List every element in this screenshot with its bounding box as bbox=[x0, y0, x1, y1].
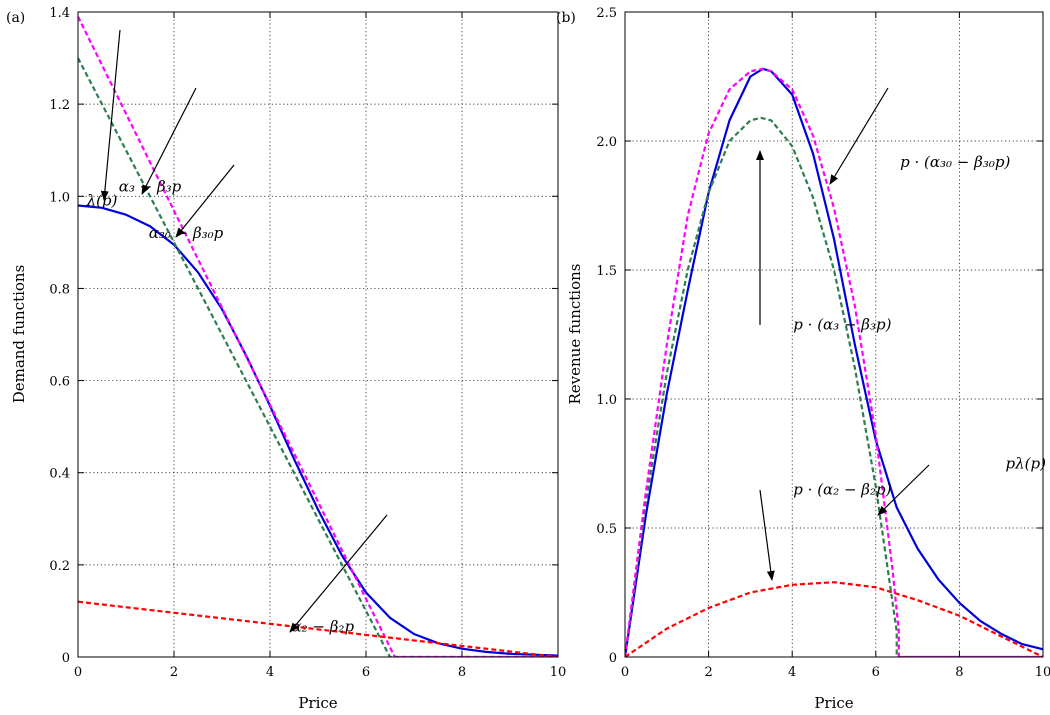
panel-a-y-tick-label: 1.4 bbox=[49, 6, 70, 21]
panel-a-annotation-label: λ(p) bbox=[86, 192, 118, 210]
panel-a-x-tick-label: 6 bbox=[362, 665, 370, 680]
panel-b-y-ticks: 0 0.5 1.0 1.5 2.0 2.5 bbox=[596, 6, 1043, 666]
panel-b-annotation-label: p · (α₃₀ − β₃₀p) bbox=[900, 153, 1010, 171]
panel-a-plot-frame bbox=[77, 11, 559, 658]
panel-a-series-p-line bbox=[78, 204, 558, 657]
panel-a-series-2-2p-line bbox=[78, 600, 558, 657]
panel-b-annotation-label: pλ(p) bbox=[1006, 455, 1047, 473]
panel-a-annotation-label: α₃₀ − β₃₀p bbox=[149, 224, 224, 242]
panel-b-y-tick-label: 1.0 bbox=[596, 393, 617, 408]
panel-b-series-p-30-30p-line bbox=[625, 67, 1043, 657]
panel-a-x-tick-label: 4 bbox=[266, 665, 274, 680]
panel-a-y-ticks: 0 0.2 0.4 0.6 0.8 1.0 1.2 1.4 bbox=[49, 6, 558, 666]
panel-b-x-tick-label: 4 bbox=[788, 665, 796, 680]
panel-a-annotation-arrow bbox=[175, 164, 235, 238]
panel-b-label: (b) bbox=[556, 10, 576, 26]
panel-b-x-ticks: 0 2 4 6 8 10 bbox=[621, 12, 1050, 680]
panel-b-y-tick-label: 2.5 bbox=[596, 6, 617, 21]
panel-a-y-tick-label: 0.8 bbox=[49, 282, 70, 297]
panel-b-y-tick-label: 0.5 bbox=[596, 522, 617, 537]
panel-b-series-p-3-3p-line bbox=[625, 116, 1043, 657]
panel-a-demand-chart: (a) 0 2 4 6 8 10 0 0.2 0.4 0.6 0.8 1.0 1.2 1.4 Price… bbox=[6, 6, 566, 712]
panel-a-y-tick-label: 0.2 bbox=[49, 559, 70, 574]
panel-b-annotation-arrow bbox=[877, 464, 930, 516]
panel-b-x-tick-label: 10 bbox=[1035, 665, 1050, 680]
panel-a-annotation-arrow bbox=[100, 29, 121, 201]
panel-b-annotation-label: p · (α₂ − β₂p) bbox=[793, 480, 891, 498]
panel-b-annotations: p · (α₃₀ − β₃₀p) p · (α₃ − β₃p) pλ(p) p · (… bbox=[756, 87, 1047, 581]
panel-b-series-p-p-line bbox=[625, 67, 1043, 657]
panel-a-annotation-label: α₃ − β₃p bbox=[119, 178, 182, 196]
panel-a-x-tick-label: 8 bbox=[458, 665, 466, 680]
panel-a-annotation-arrow bbox=[289, 514, 388, 633]
panel-a-x-ticks: 0 2 4 6 8 10 bbox=[74, 12, 566, 680]
panel-a-x-axis-label: Price bbox=[298, 694, 337, 712]
panel-a-series bbox=[78, 16, 558, 657]
panel-a-y-tick-label: 1.0 bbox=[49, 190, 70, 205]
panel-b-y-axis-label: Revenue functions bbox=[566, 264, 584, 405]
panel-a-grid bbox=[78, 12, 558, 657]
panel-b-x-tick-label: 2 bbox=[704, 665, 712, 680]
panel-a-x-tick-label: 10 bbox=[550, 665, 567, 680]
panel-b-series-p-2-2p-line bbox=[625, 581, 1043, 657]
panel-b-annotation-label: p · (α₃ − β₃p) bbox=[793, 315, 891, 333]
panel-b-y-tick-label: 0 bbox=[609, 651, 617, 666]
panel-a-y-tick-label: 1.2 bbox=[49, 98, 70, 113]
panel-b-x-tick-label: 8 bbox=[955, 665, 963, 680]
panel-a-annotation-label: α₂ − β₂p bbox=[292, 618, 355, 636]
panel-b-x-tick-label: 6 bbox=[872, 665, 880, 680]
panel-a-label: (a) bbox=[6, 10, 25, 26]
panel-a-y-tick-label: 0.6 bbox=[49, 375, 70, 390]
panel-b-y-tick-label: 1.5 bbox=[596, 264, 617, 279]
panel-b-revenue-chart: (b) 0 2 4 6 8 10 0 0.5 1.0 1.5 2.0 2.5 Price Reven… bbox=[556, 6, 1050, 712]
panel-b-x-tick-label: 0 bbox=[621, 665, 629, 680]
panel-b-annotation-arrow bbox=[759, 489, 775, 581]
panel-b-annotation-arrow bbox=[829, 87, 889, 185]
panel-a-series-3-3p-line bbox=[78, 57, 558, 657]
panel-a-y-tick-label: 0 bbox=[62, 651, 70, 666]
panel-b-y-tick-label: 2.0 bbox=[596, 135, 617, 150]
panel-b-x-axis-label: Price bbox=[814, 694, 853, 712]
panel-b-plot-frame bbox=[624, 11, 1044, 658]
panel-a-y-axis-label: Demand functions bbox=[10, 265, 28, 404]
panel-a-annotations: λ(p)α₃ − β₃p α₃₀ − β₃₀p α₂ − β₂p bbox=[86, 29, 388, 636]
panel-b-series bbox=[625, 67, 1043, 657]
panel-a-x-tick-label: 0 bbox=[74, 665, 82, 680]
panel-a-y-tick-label: 0.4 bbox=[49, 467, 70, 482]
panel-a-annotation-arrow bbox=[141, 87, 197, 195]
panel-b-grid bbox=[625, 12, 1043, 657]
panel-a-x-tick-label: 2 bbox=[170, 665, 178, 680]
panel-a-series-30-30p-line bbox=[78, 16, 558, 657]
